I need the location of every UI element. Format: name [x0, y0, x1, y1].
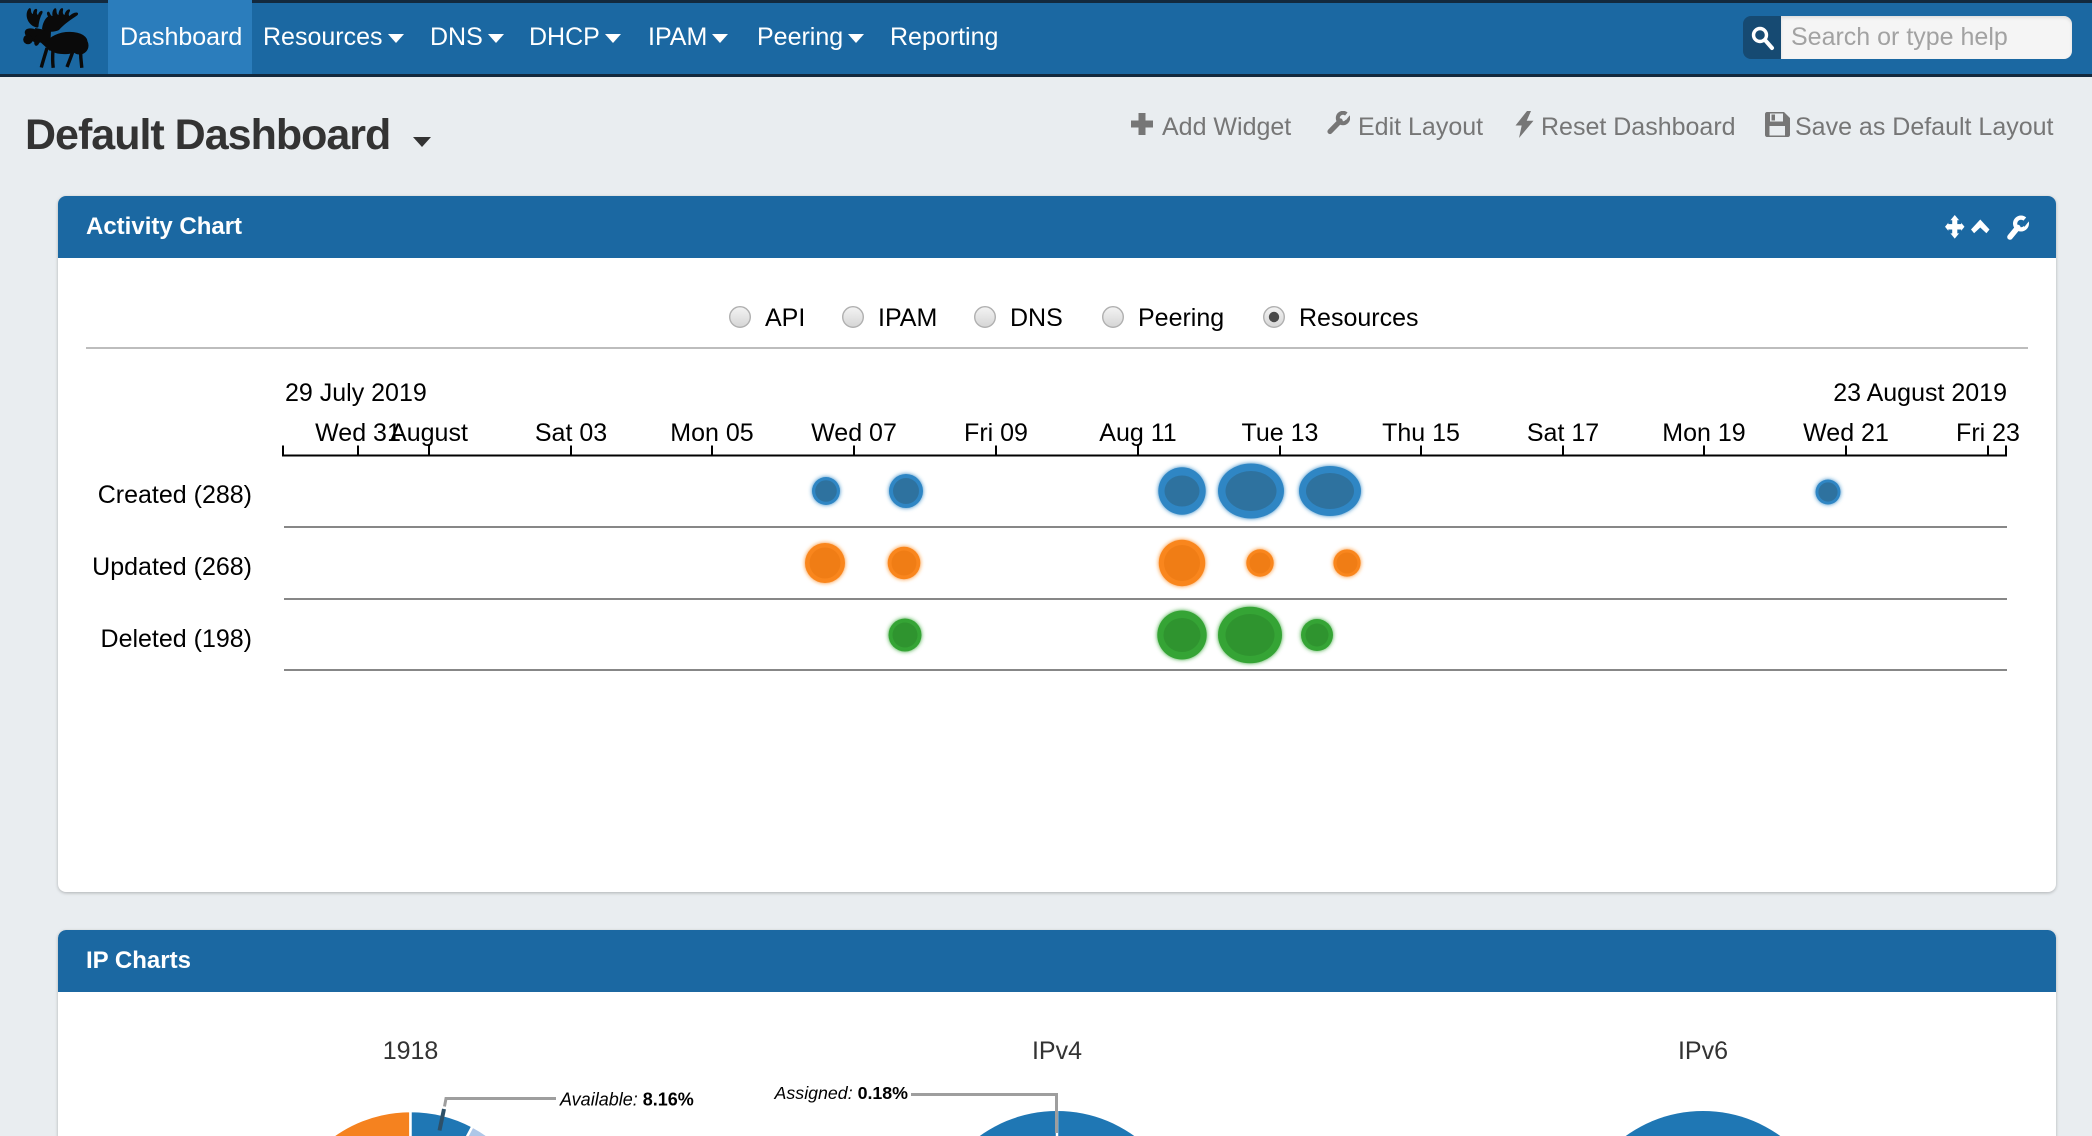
svg-text:Assigned: 0.18%: Assigned: 0.18% — [774, 1083, 909, 1103]
svg-text:Created (288): Created (288) — [98, 481, 252, 509]
svg-text:Peering: Peering — [1138, 304, 1224, 332]
svg-text:Available: 8.16%: Available: 8.16% — [559, 1090, 694, 1110]
svg-text:Tue 13: Tue 13 — [1242, 419, 1319, 447]
svg-text:Aug 11: Aug 11 — [1099, 419, 1176, 447]
svg-text:Sat 03: Sat 03 — [535, 419, 607, 447]
svg-text:IPAM: IPAM — [878, 304, 937, 332]
svg-text:Fri 23: Fri 23 — [1956, 419, 2020, 447]
svg-text:23 August 2019: 23 August 2019 — [1833, 379, 2007, 407]
svg-text:Mon 19: Mon 19 — [1662, 419, 1745, 447]
svg-text:Wed 21: Wed 21 — [1803, 419, 1889, 447]
svg-text:Wed 31: Wed 31 — [315, 419, 401, 447]
svg-text:DNS: DNS — [1010, 304, 1063, 332]
svg-text:IPv6: IPv6 — [1678, 1037, 1728, 1065]
svg-text:Fri 09: Fri 09 — [964, 419, 1028, 447]
svg-text:29 July 2019: 29 July 2019 — [285, 379, 427, 407]
svg-text:Updated (268): Updated (268) — [92, 553, 252, 581]
svg-text:Deleted (198): Deleted (198) — [101, 625, 252, 653]
svg-text:IPv4: IPv4 — [1032, 1037, 1082, 1065]
svg-text:1918: 1918 — [383, 1037, 439, 1065]
svg-text:Sat 17: Sat 17 — [1527, 419, 1599, 447]
svg-text:Wed 07: Wed 07 — [811, 419, 897, 447]
svg-text:August: August — [390, 419, 468, 447]
svg-text:API: API — [765, 304, 805, 332]
svg-text:Mon 05: Mon 05 — [670, 419, 753, 447]
svg-text:Resources: Resources — [1299, 304, 1419, 332]
svg-text:Thu 15: Thu 15 — [1382, 419, 1460, 447]
